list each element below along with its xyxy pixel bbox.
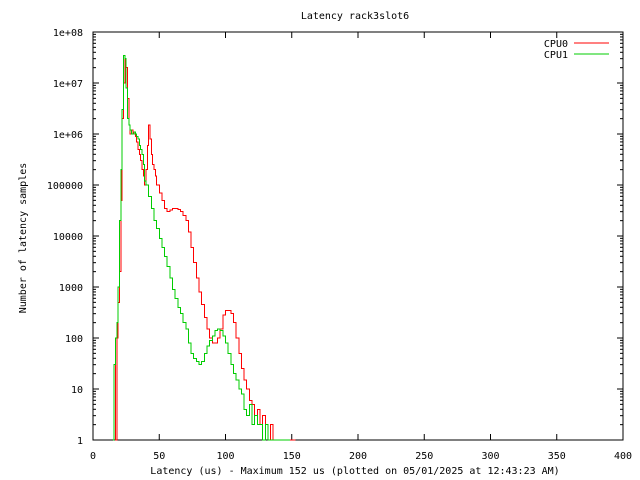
x-tick-label: 150 [283, 451, 301, 462]
x-tick-label: 200 [349, 451, 367, 462]
y-tick-label: 10 [71, 385, 83, 396]
x-axis-label: Latency (us) - Maximum 152 us (plotted o… [150, 466, 559, 477]
x-tick-label: 100 [216, 451, 234, 462]
y-tick-label: 100 [65, 334, 83, 345]
chart-title: Latency rack3slot6 [301, 11, 409, 22]
y-tick-label: 1e+07 [53, 79, 83, 90]
plot-frame [92, 31, 624, 441]
legend-label-cpu1: CPU1 [544, 50, 568, 61]
x-tick-label: 50 [153, 451, 165, 462]
x-tick-label: 300 [481, 451, 499, 462]
x-tick-label: 250 [415, 451, 433, 462]
y-tick-label: 10000 [53, 232, 83, 243]
series-layer [112, 54, 296, 441]
x-tick-label: 0 [90, 451, 96, 462]
x-tick-label: 350 [548, 451, 566, 462]
x-tick-label: 400 [614, 451, 632, 462]
series-line-cpu0 [112, 58, 296, 441]
y-axis-label: Number of latency samples [18, 163, 29, 314]
y-tick-label: 100000 [47, 181, 83, 192]
legend-label-cpu0: CPU0 [544, 39, 568, 50]
y-tick-label: 1 [77, 436, 83, 447]
y-tick-label: 1e+06 [53, 130, 83, 141]
axis-ticks: 0 50 100 150 200 250 300 350 400 1 10 100 1000 10000 1… [47, 28, 632, 462]
y-tick-label: 1e+08 [53, 28, 83, 39]
series-line-cpu1 [112, 54, 291, 441]
y-tick-label: 1000 [59, 283, 83, 294]
